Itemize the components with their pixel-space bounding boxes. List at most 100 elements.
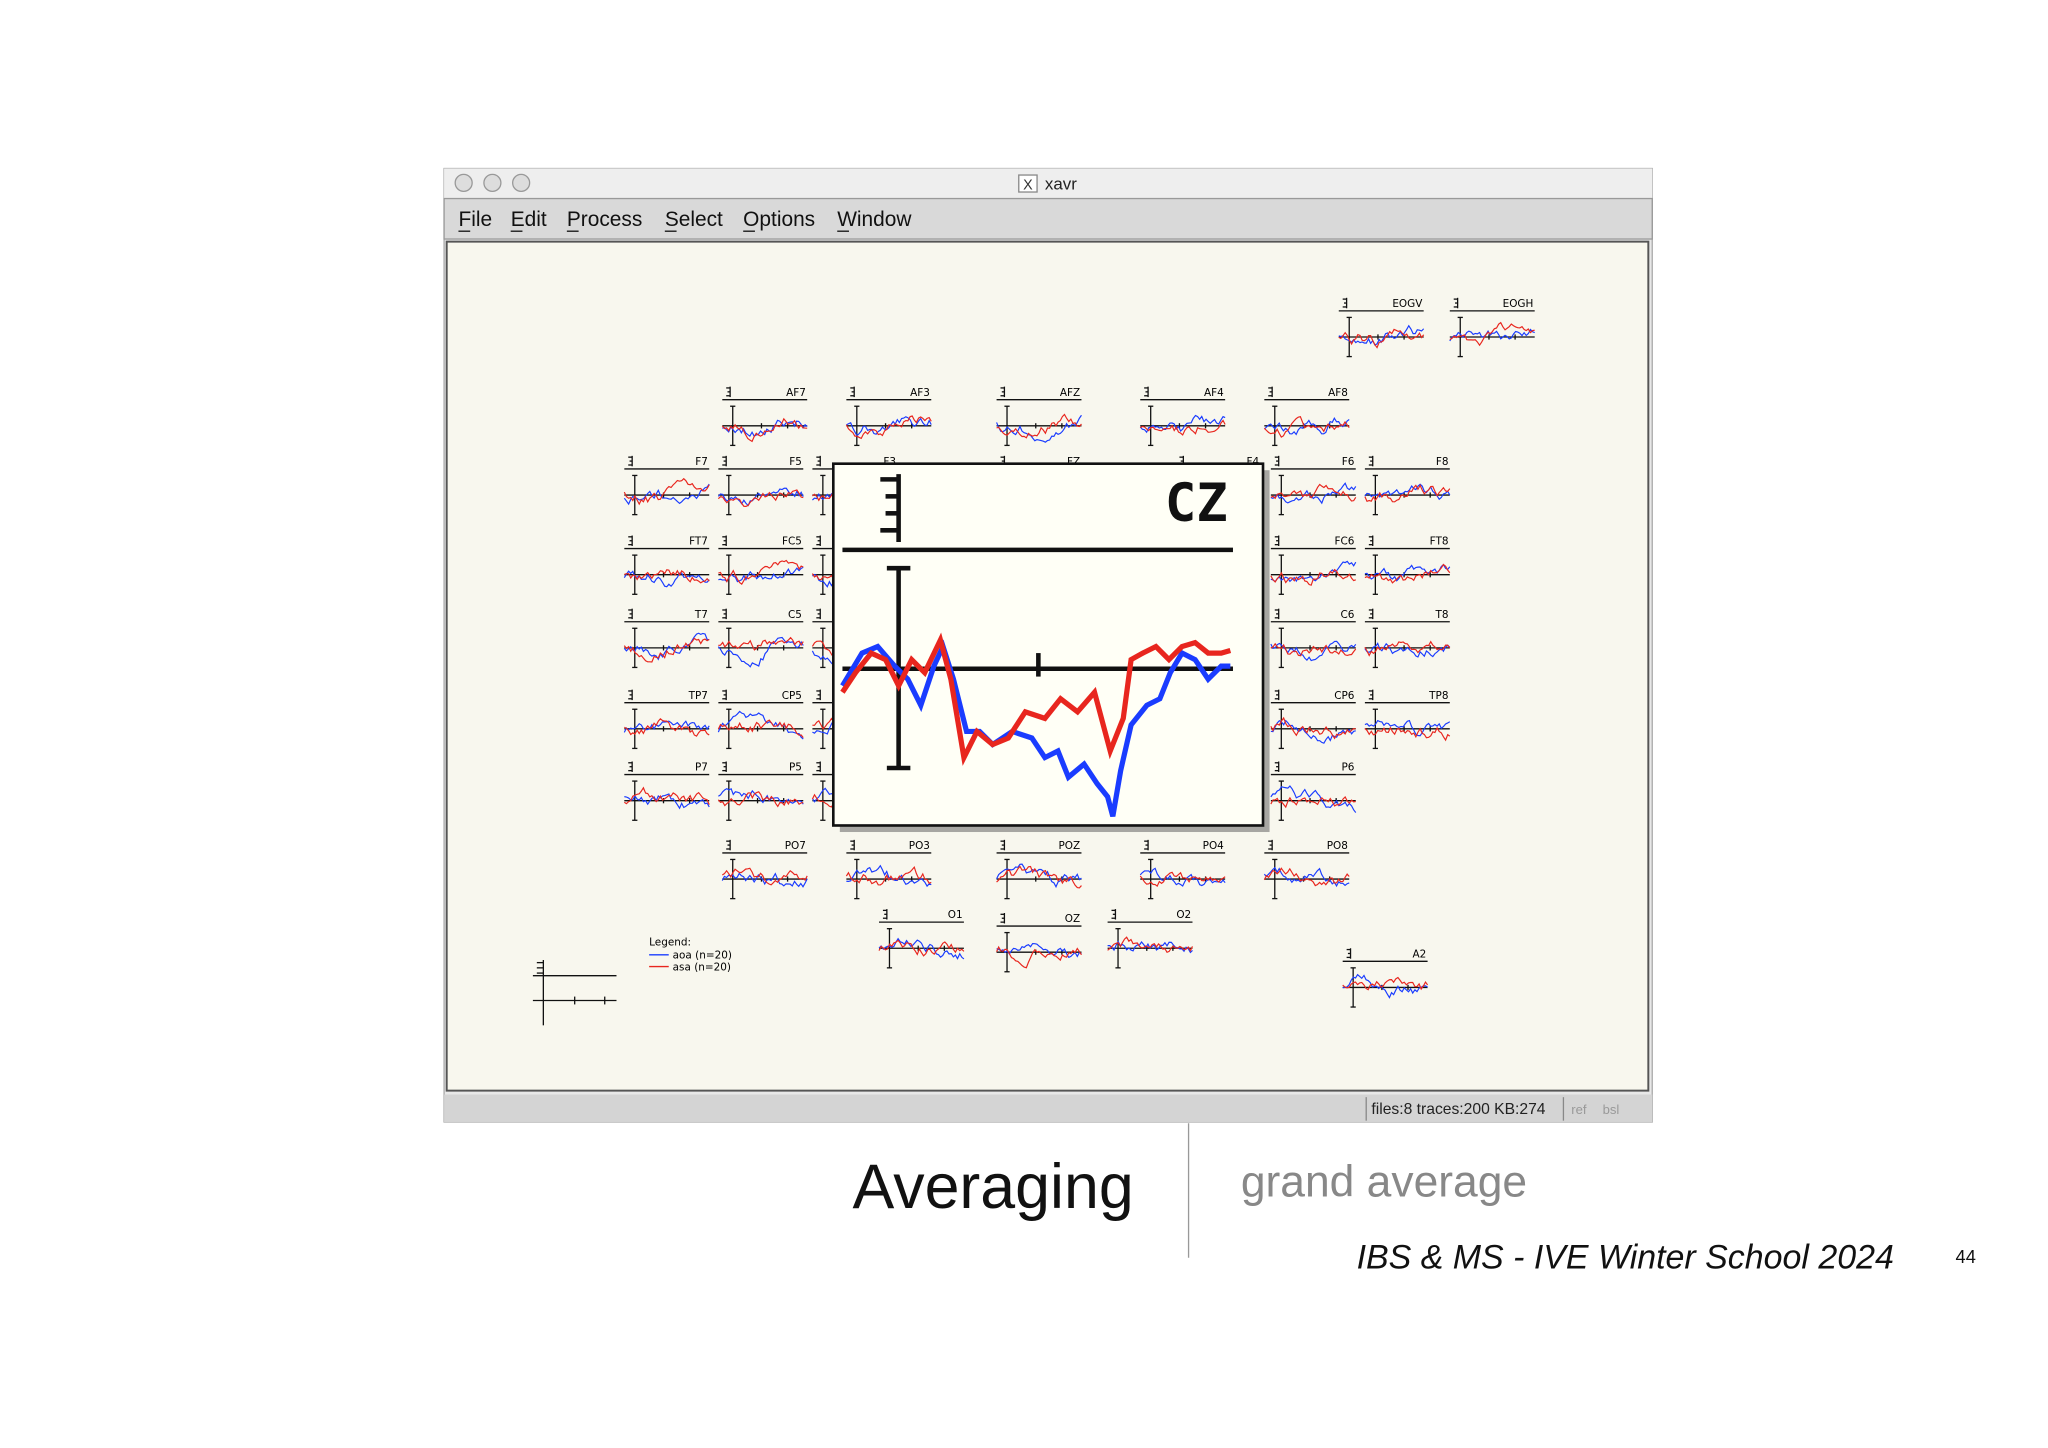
trace-asa (717, 489, 804, 507)
trace-asa (1270, 568, 1356, 586)
window-title: xavr (1045, 174, 1077, 193)
channel-plot: PO3 (845, 839, 932, 900)
channel-plot: AF7 (721, 386, 808, 447)
trace-asa (1270, 642, 1357, 657)
channel-plot: F7 (623, 455, 710, 516)
channel-plot: T8 (1364, 608, 1451, 669)
slide-subtitle: grand average (1241, 1157, 1527, 1206)
trace-asa (996, 865, 1082, 889)
legend-title: Legend: (649, 937, 691, 949)
channel-plot: F5 (717, 455, 804, 516)
x11-icon-glyph: X (1023, 177, 1033, 193)
channel-label: CP6 (1334, 690, 1354, 702)
status-ref[interactable]: ref (1571, 1102, 1587, 1117)
trace-aoa (1263, 417, 1350, 436)
channel-axes (879, 909, 964, 969)
scale-bar (532, 960, 617, 1026)
trace-aoa (717, 710, 804, 740)
legend-item: aoa (n=20) (673, 950, 732, 962)
channel-axes (718, 608, 804, 669)
plot-canvas (445, 240, 1650, 1092)
channel-plot: EOGV (1338, 297, 1425, 358)
channel-label: EOGH (1503, 298, 1534, 310)
channel-plot: FC6 (1270, 535, 1357, 595)
trace-asa (1338, 328, 1425, 349)
channel-label: TP7 (688, 690, 708, 702)
trace-asa (718, 636, 804, 651)
channel-plot: F6 (1270, 455, 1357, 516)
channel-plot: OZ (996, 912, 1082, 973)
channel-label: FC5 (782, 536, 802, 548)
channel-label: O2 (1176, 909, 1191, 921)
trace-asa (721, 867, 808, 886)
channel-plot: POZ (996, 839, 1082, 900)
menu-item[interactable]: Select (665, 208, 723, 231)
trace-asa (1342, 976, 1429, 991)
channel-label: CP5 (782, 690, 802, 702)
trace-asa (623, 637, 710, 663)
channel-label: C6 (1341, 609, 1355, 621)
status-bsl[interactable]: bsl (1603, 1102, 1620, 1117)
channel-plot: FT8 (1364, 535, 1451, 595)
trace-aoa (721, 872, 808, 888)
channel-label: PO4 (1203, 840, 1225, 852)
channel-plot: P6 (1270, 761, 1357, 821)
channel-label: AF3 (910, 387, 930, 399)
zoom-button[interactable] (511, 173, 531, 193)
menu-item[interactable]: Process (567, 208, 642, 231)
trace-asa (623, 786, 710, 805)
trace-aoa (846, 416, 932, 437)
channel-label: PO3 (909, 840, 930, 852)
page-number: 44 (1956, 1246, 1976, 1267)
menu-item[interactable]: Window (837, 208, 912, 231)
trace-asa (996, 945, 1082, 969)
channel-plot: EOGH (1449, 297, 1535, 358)
channel-label: F8 (1436, 456, 1449, 468)
minimize-button[interactable] (483, 173, 502, 193)
channel-plot: FT7 (623, 535, 710, 595)
channel-label: FT7 (689, 536, 708, 548)
menu-item[interactable]: Options (743, 208, 815, 231)
trace-asa (624, 717, 710, 737)
channel-axes (624, 689, 710, 750)
trace-asa (623, 477, 710, 506)
trace-asa (1270, 483, 1357, 502)
channel-plot: TP8 (1364, 689, 1451, 750)
trace-asa (1263, 415, 1350, 438)
zoom-trace-asa (840, 632, 1232, 766)
channel-label: PO8 (1327, 840, 1348, 852)
trace-asa (1364, 640, 1451, 657)
channel-axes (1449, 297, 1535, 358)
trace-aoa (1139, 867, 1226, 887)
channel-axes (1270, 535, 1356, 595)
trace-aoa (846, 864, 932, 888)
channel-label: AF8 (1328, 387, 1348, 399)
trace-aoa (1364, 719, 1451, 737)
zoom-label: CZ (1165, 474, 1228, 534)
menu-item[interactable]: File (458, 208, 492, 231)
channel-plot: AFZ (996, 386, 1082, 447)
channel-label: FT8 (1430, 536, 1449, 548)
close-button[interactable] (454, 173, 473, 193)
trace-aoa (718, 566, 804, 583)
menu-item[interactable]: Edit (511, 208, 547, 231)
channel-label: TP8 (1428, 690, 1448, 702)
channel-plot: PO4 (1139, 839, 1226, 900)
channel-label: F7 (695, 456, 708, 468)
channel-axes (1364, 689, 1450, 750)
channel-plot: P7 (623, 761, 710, 821)
channel-label: AFZ (1060, 387, 1080, 399)
channel-label: F5 (789, 456, 802, 468)
channel-plot: F8 (1364, 455, 1451, 516)
trace-aoa (996, 414, 1082, 443)
trace-aoa (1364, 483, 1451, 501)
channel-axes (1338, 297, 1424, 358)
channel-plot: FC5 (718, 535, 804, 595)
channel-label: OZ (1065, 913, 1080, 925)
trace-aoa (878, 937, 965, 960)
channel-label: P7 (695, 762, 708, 774)
channel-plot: P5 (717, 761, 804, 821)
channel-plot: O1 (878, 909, 965, 969)
